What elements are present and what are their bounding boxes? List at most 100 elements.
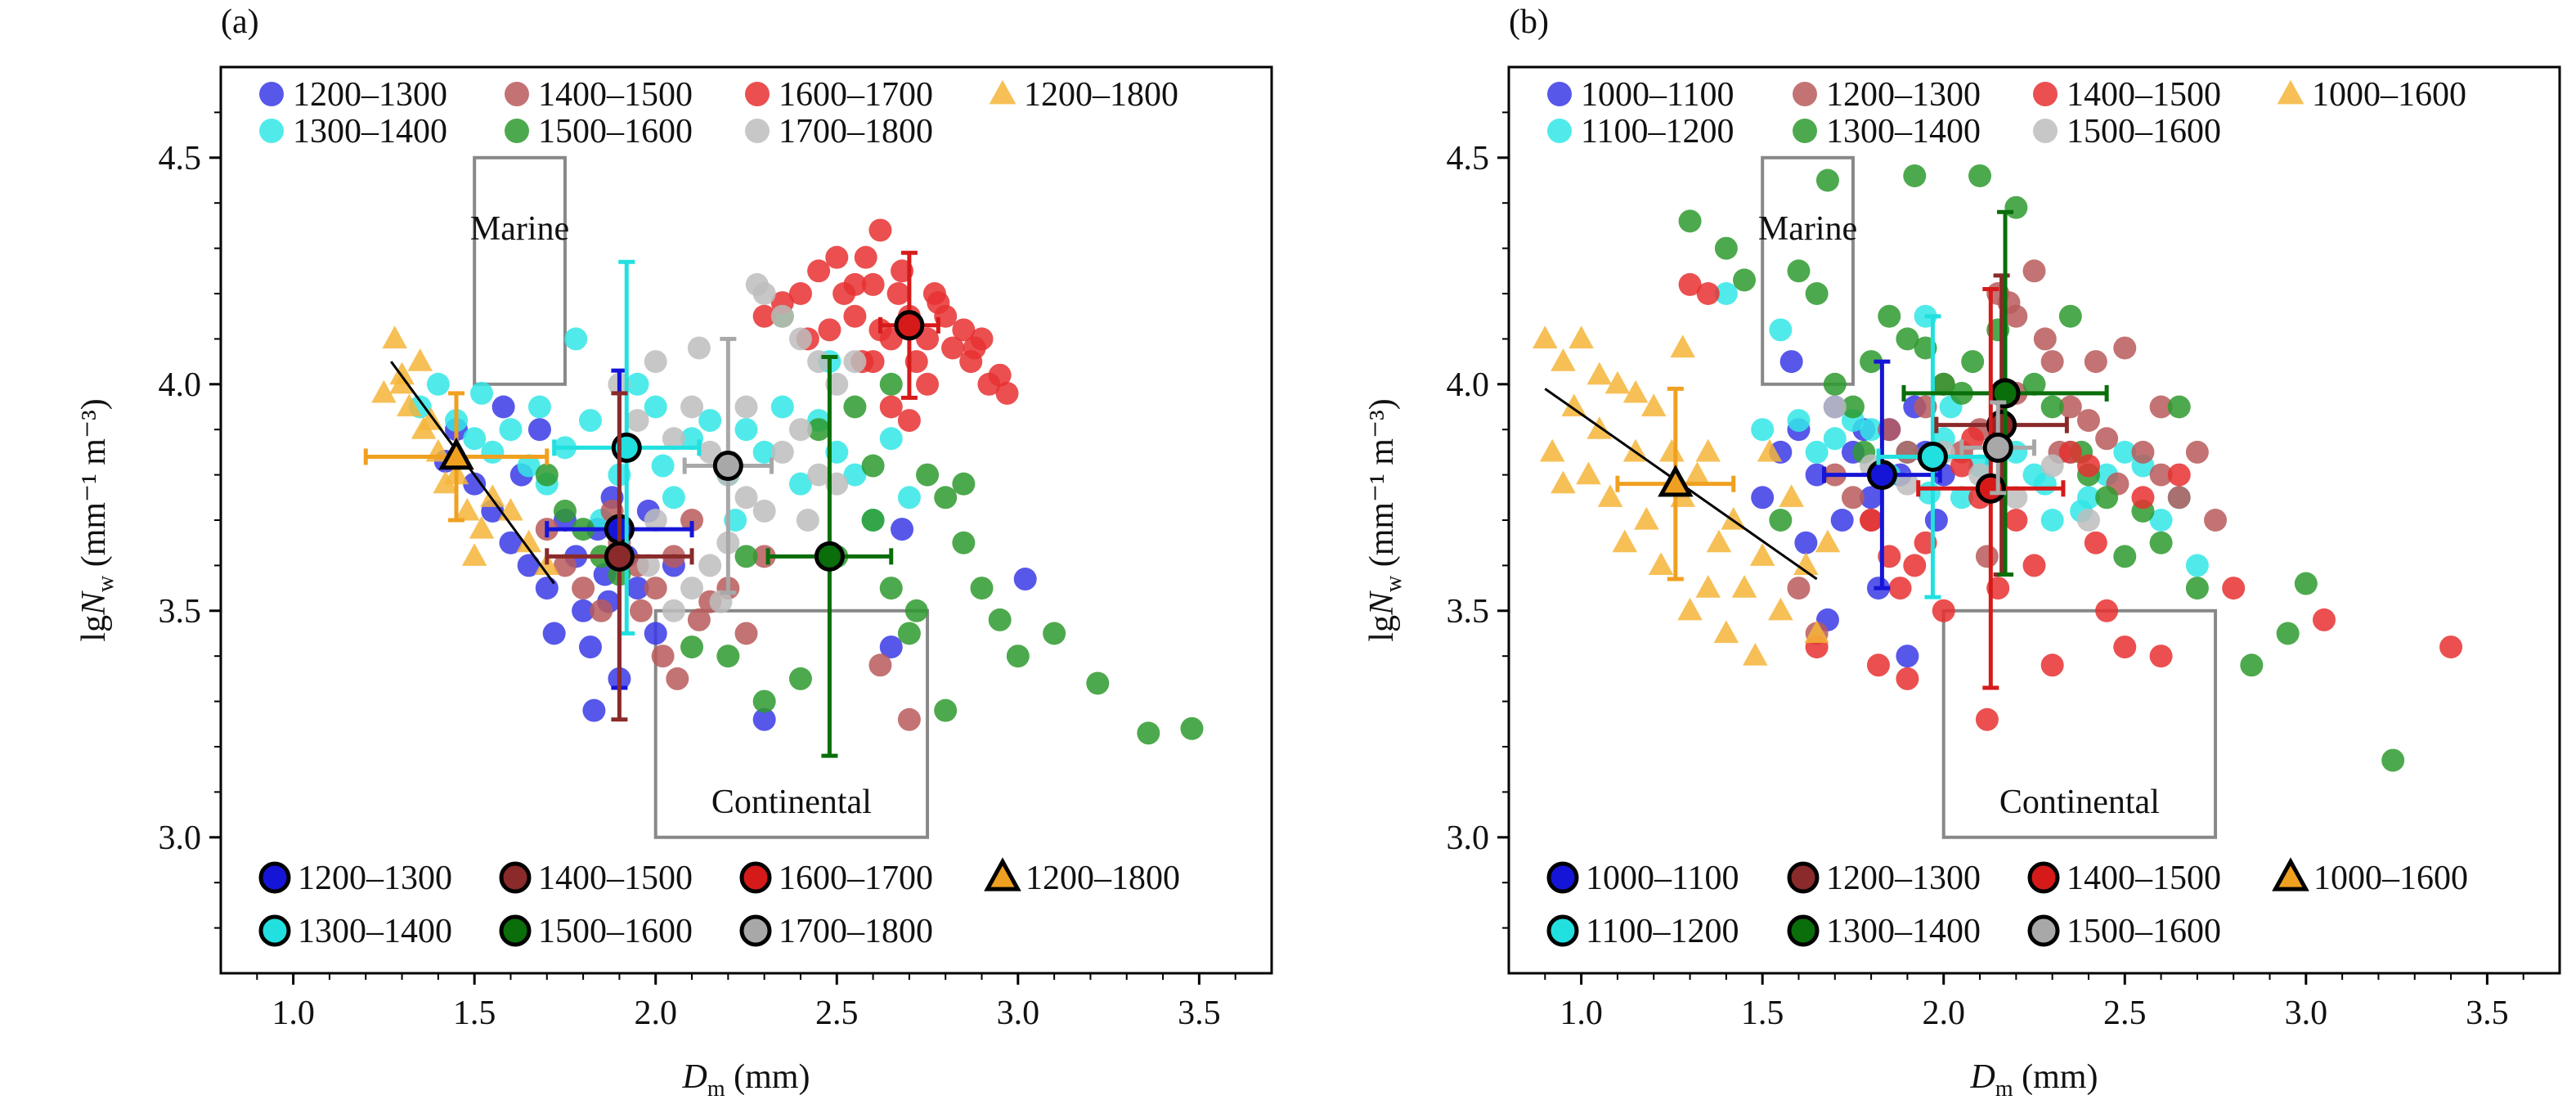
mean-marker (438, 437, 474, 470)
fit-line (390, 361, 555, 585)
data-point (1860, 350, 1883, 374)
data-point (1695, 575, 1721, 598)
legend-top-marker (1793, 119, 1817, 143)
panel-label: (a) (221, 3, 259, 41)
mean-marker (1982, 432, 2013, 463)
data-point (1787, 577, 1811, 600)
data-point (2076, 454, 2100, 478)
legend-top-marker (1547, 119, 1572, 143)
data-point (1841, 486, 1865, 510)
y-tick-label: 4.5 (159, 140, 202, 177)
data-point (1975, 545, 1999, 568)
data-point (2095, 427, 2119, 451)
data-point (2076, 509, 2100, 532)
mean-marker (1917, 441, 1948, 472)
data-point (734, 486, 758, 510)
mean-marker (814, 541, 845, 572)
data-point (1678, 209, 1702, 233)
data-point (1576, 461, 1601, 485)
data-point (1896, 644, 1919, 668)
data-point (2022, 259, 2046, 283)
data-point (2167, 463, 2191, 487)
data-point (582, 698, 606, 722)
legend-bottom-marker (258, 861, 291, 894)
data-point (2113, 635, 2137, 659)
data-point (1896, 472, 1919, 496)
data-point (1597, 484, 1623, 507)
data-point (527, 418, 551, 442)
data-point (952, 531, 976, 555)
mean-marker (894, 310, 925, 341)
data-point (371, 379, 397, 403)
x-tick-label: 1.5 (453, 995, 496, 1032)
data-point (788, 327, 812, 351)
data-point (861, 350, 885, 374)
data-point (698, 409, 722, 433)
data-point (662, 427, 685, 451)
data-point (542, 622, 566, 645)
data-point (897, 409, 921, 433)
x-tick-label: 2.5 (815, 995, 859, 1032)
data-point (854, 245, 877, 269)
data-point (572, 577, 595, 600)
legend-bottom-label: 1400–1500 (2067, 860, 2221, 897)
panel-b-chart: (b) Marine Continental 1.0 1.5 2.0 2.5 3.0 3.5 3.… (1363, 3, 2561, 1102)
data-point (480, 484, 505, 507)
mean-marker (1866, 460, 1897, 491)
data-point (1551, 470, 1576, 494)
data-point (1860, 486, 1883, 510)
data-point (1713, 620, 1739, 644)
data-point (2004, 509, 2028, 532)
data-point (481, 440, 505, 464)
data-point (1918, 481, 1941, 505)
data-point (2113, 336, 2137, 360)
data-point (687, 608, 711, 631)
data-point (2040, 395, 2064, 419)
data-point (2312, 608, 2336, 631)
data-point (788, 418, 812, 442)
data-point (666, 667, 689, 690)
data-point (2167, 395, 2191, 419)
data-point (644, 577, 667, 600)
legend-bottom-label: 1000–1600 (2313, 860, 2468, 897)
legend-bottom-marker (2272, 857, 2309, 891)
y-axis-label: lgNw (mm⁻¹ m⁻³) (1363, 398, 1407, 641)
data-point (2381, 748, 2405, 772)
x-tick-label: 3.0 (2285, 995, 2328, 1032)
legend-top-marker (1547, 82, 1572, 106)
region-box (473, 155, 567, 386)
legend-bottom-marker (2027, 861, 2060, 894)
x-axis-label: Dm (mm) (1970, 1058, 2098, 1102)
legend-top-label: 1700–1800 (779, 113, 933, 150)
legend-top-label: 1300–1400 (1826, 113, 1981, 150)
data-point (499, 531, 523, 555)
data-point (2204, 509, 2228, 532)
data-point (680, 635, 704, 659)
data-point (970, 577, 994, 600)
data-point (516, 529, 541, 553)
data-point (709, 590, 733, 613)
data-point (1695, 438, 1721, 462)
region-label: Continental (1999, 783, 2160, 821)
data-point (644, 350, 667, 374)
data-point (1779, 484, 1804, 507)
data-point (1961, 350, 1985, 374)
data-point (491, 395, 515, 419)
mean-marker (1658, 465, 1694, 497)
data-point (752, 499, 776, 523)
data-point (2095, 486, 2119, 510)
data-point (680, 395, 704, 419)
data-point (807, 350, 831, 374)
data-point (897, 622, 921, 645)
legend-bottom-marker (739, 861, 772, 894)
legend-bottom-marker (499, 914, 532, 947)
data-point (499, 418, 523, 442)
region-label: Marine (470, 210, 569, 248)
data-point (770, 304, 794, 328)
x-tick-label: 1.0 (272, 995, 315, 1032)
data-point (861, 272, 885, 296)
data-point (1086, 671, 1110, 695)
legend-top-marker (2033, 119, 2058, 143)
data-point (1804, 620, 1829, 644)
data-point (825, 245, 849, 269)
